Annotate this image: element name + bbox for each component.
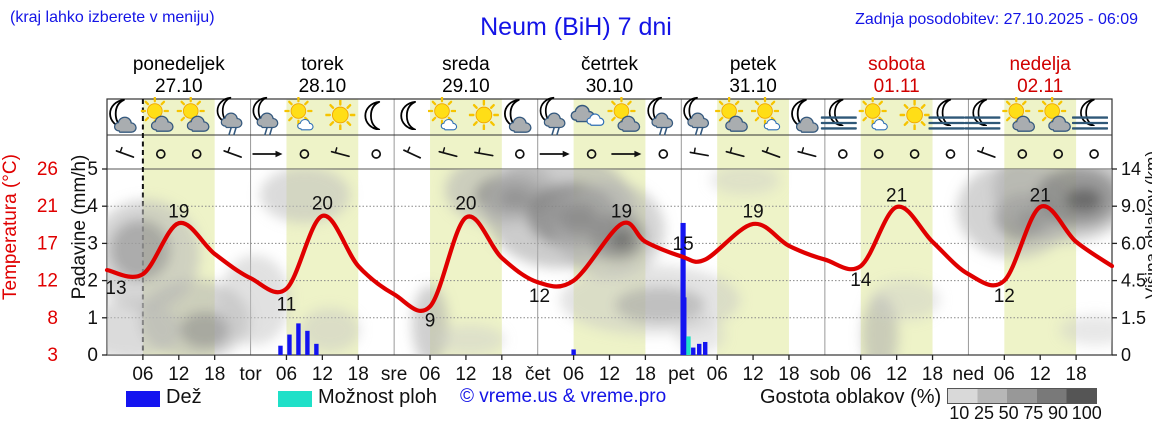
svg-text:06: 06 [707,364,728,385]
svg-text:18: 18 [348,364,369,385]
svg-text:18: 18 [1066,364,1087,385]
svg-text:21: 21 [1030,185,1051,206]
svg-text:18: 18 [778,364,799,385]
svg-text:21: 21 [37,196,58,217]
svg-text:0: 0 [87,345,98,366]
svg-text:4: 4 [87,196,98,217]
svg-text:12: 12 [1030,364,1051,385]
svg-text:13: 13 [105,278,126,299]
svg-text:15: 15 [673,234,694,255]
svg-text:21: 21 [886,185,907,206]
svg-text:06: 06 [419,364,440,385]
svg-text:12: 12 [37,271,58,292]
svg-text:06: 06 [850,364,871,385]
svg-text:18: 18 [922,364,943,385]
svg-text:12: 12 [529,286,550,307]
svg-text:12: 12 [743,364,764,385]
svg-text:9: 9 [425,311,436,332]
svg-text:06: 06 [132,364,153,385]
svg-text:17: 17 [37,233,58,254]
svg-text:9.0: 9.0 [1121,196,1146,216]
svg-text:18: 18 [491,364,512,385]
svg-text:0: 0 [1121,345,1131,365]
svg-text:19: 19 [611,202,632,223]
svg-text:sre: sre [381,364,407,385]
svg-text:14: 14 [850,270,872,291]
svg-text:1.5: 1.5 [1121,308,1146,328]
svg-text:6.0: 6.0 [1121,233,1146,253]
svg-text:20: 20 [312,194,333,215]
svg-text:sob: sob [810,364,841,385]
svg-text:19: 19 [168,202,189,223]
svg-text:ned: ned [953,364,985,385]
svg-text:19: 19 [743,202,764,223]
svg-text:12: 12 [994,286,1015,307]
svg-text:06: 06 [276,364,297,385]
svg-text:3: 3 [87,233,98,254]
svg-text:4.5: 4.5 [1121,271,1146,291]
svg-text:06: 06 [994,364,1015,385]
svg-text:12: 12 [886,364,907,385]
svg-text:1: 1 [87,308,98,329]
svg-text:26: 26 [37,159,58,180]
svg-text:3: 3 [47,345,58,366]
svg-text:8: 8 [47,308,58,329]
svg-text:2: 2 [87,271,98,292]
svg-text:pet: pet [668,364,695,385]
svg-text:5: 5 [87,159,98,180]
svg-text:tor: tor [240,364,263,385]
svg-text:11: 11 [277,294,297,315]
svg-text:06: 06 [563,364,584,385]
svg-text:18: 18 [635,364,656,385]
svg-text:20: 20 [455,194,476,215]
svg-text:12: 12 [168,364,189,385]
svg-text:12: 12 [455,364,476,385]
svg-text:čet: čet [525,364,551,385]
svg-text:12: 12 [599,364,620,385]
svg-text:18: 18 [204,364,225,385]
svg-text:14: 14 [1121,159,1141,179]
svg-text:12: 12 [312,364,333,385]
